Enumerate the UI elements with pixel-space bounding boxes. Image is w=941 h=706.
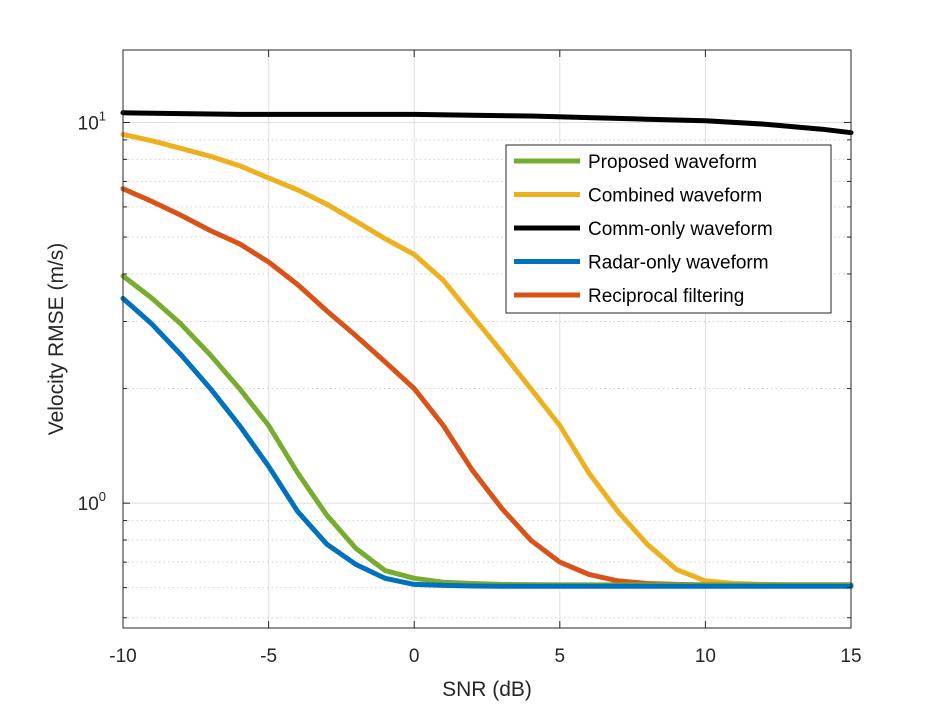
series-line-comm-only-waveform [120, 110, 854, 136]
legend-label: Reciprocal filtering [588, 286, 744, 307]
x-tick-label: -10 [109, 646, 136, 667]
legend-label: Combined waveform [588, 186, 762, 207]
y-axis-title: Velocity RMSE (m/s) [45, 243, 68, 436]
x-tick-label: 15 [840, 646, 861, 667]
x-tick-label: 0 [409, 646, 420, 667]
y-tick-label: 101 [78, 108, 106, 134]
axis-ticks [122, 50, 852, 628]
legend-label: Comm-only waveform [588, 219, 773, 240]
legend-label: Radar-only waveform [588, 253, 769, 274]
y-tick-base: 10 [78, 113, 99, 134]
x-tick-label: 5 [555, 646, 566, 667]
y-tick-exponent: 1 [99, 108, 106, 123]
series-line-radar-only-waveform [120, 295, 854, 589]
plot-frame [122, 49, 852, 629]
x-axis-title: SNR (dB) [442, 678, 532, 701]
x-tick-label: -5 [260, 646, 277, 667]
y-tick-label: 100 [78, 489, 106, 515]
y-tick-exponent: 0 [99, 489, 106, 504]
x-tick-label: 10 [695, 646, 716, 667]
y-tick-base: 10 [78, 494, 99, 515]
legend: Proposed waveform Combined waveform Comm-o… [505, 144, 832, 314]
series-lines [120, 110, 854, 589]
legend-label: Proposed waveform [588, 152, 757, 173]
